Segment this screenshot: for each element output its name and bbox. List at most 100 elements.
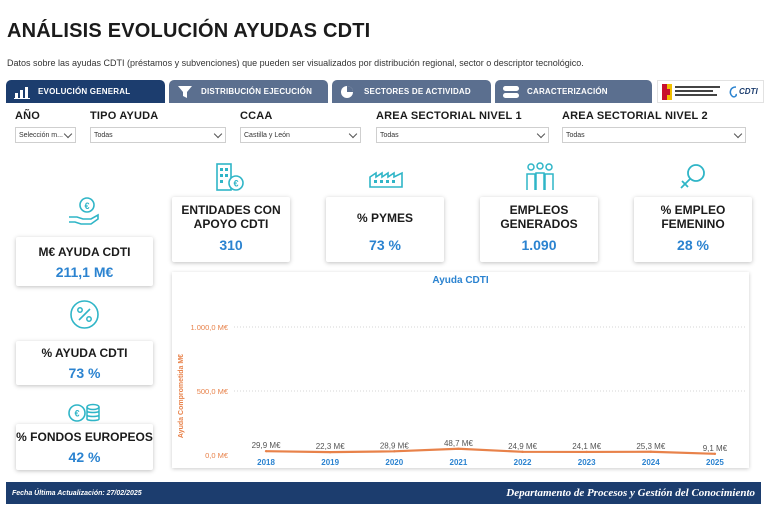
chevron-down-icon [733,129,743,138]
filter-label: AREA SECTORIAL NIVEL 1 [376,110,522,122]
kpi-label: M€ AYUDA CDTI [38,245,131,259]
filter-anio-dropdown[interactable]: Selección m... [15,127,76,143]
kpi-value: 28 % [677,237,709,253]
filter-value: Castilla y León [244,131,290,139]
filter-area-nivel-1: AREA SECTORIAL NIVEL 1 Todas [376,110,549,143]
money-hand-icon: € [69,197,99,225]
pie-chart-icon [341,85,353,98]
tab-sectores-actividad[interactable]: SECTORES DE ACTIVIDAD [332,80,491,103]
filter-value: Selección m... [19,131,63,139]
spain-government-logo [662,83,720,100]
filter-label: TIPO AYUDA [90,110,159,122]
cdti-logo-text: CDTI [739,87,758,96]
filter-label: CCAA [240,110,273,122]
data-label: 25,3 M€ [636,442,665,451]
kpi-label: GENERADOS [500,217,578,231]
data-label: 29,9 M€ [252,441,281,450]
filter-area-nivel-2-dropdown[interactable]: Todas [562,127,746,143]
cdti-logo: CDTI [728,85,758,99]
series-line [266,447,715,455]
data-point [264,449,268,453]
coins-icon: € [68,403,100,422]
kpi-label: APOYO CDTI [193,217,269,231]
x-tick-label: 2025 [706,458,724,467]
data-point [585,450,588,454]
building-icon: € [216,163,244,191]
filter-tipo-ayuda: TIPO AYUDA Todas [90,110,226,143]
factory-icon [369,171,403,188]
data-point [649,450,653,453]
kpi-pct-ayuda-card: % AYUDA CDTI 73 % [16,341,153,385]
tab-evolucion-general[interactable]: EVOLUCIÓN GENERAL [6,80,165,103]
filter-anio: AÑO Selección m... [15,110,76,143]
page-title: ANÁLISIS EVOLUCIÓN AYUDAS CDTI [7,20,371,42]
y-axis-label: Ayuda Comprometida M€ [178,354,185,438]
funnel-icon [178,85,192,98]
y-tick-label: 0,0 M€ [205,451,229,460]
female-symbol-icon [680,164,705,189]
tab-distribucion-ejecucion[interactable]: DISTRIBUCIÓN EJECUCIÓN [169,80,328,103]
tab-bar: EVOLUCIÓN GENERAL DISTRIBUCIÓN EJECUCIÓN… [6,80,766,103]
data-label: 9,1 M€ [703,444,728,453]
filter-value: Todas [94,131,113,139]
data-point [713,452,717,456]
data-point [521,450,524,454]
kpi-value: 1.090 [521,237,557,253]
data-label: 28,9 M€ [380,441,409,450]
chevron-down-icon [63,129,73,138]
data-label: 24,1 M€ [572,442,601,451]
filter-ccaa-dropdown[interactable]: Castilla y León [240,127,361,143]
kpi-entidades-card: ENTIDADES CON APOYO CDTI 310 [172,197,290,262]
chevron-down-icon [213,129,223,138]
kpi-ayuda-card: M€ AYUDA CDTI 211,1 M€ [16,237,153,286]
kpi-value: 73 % [68,365,101,381]
filter-area-nivel-1-dropdown[interactable]: Todas [376,127,549,143]
toggle-icon [503,85,519,98]
x-tick-label: 2023 [578,458,596,467]
tab-label: SECTORES DE ACTIVIDAD [364,87,471,96]
x-tick-label: 2024 [642,458,660,467]
filter-bar: AÑO Selección m... TIPO AYUDA Todas CCAA… [0,110,777,150]
data-point [457,447,460,450]
kpi-value: 310 [219,237,243,253]
kpi-label: % AYUDA CDTI [41,346,128,360]
x-tick-label: 2021 [450,458,468,467]
people-icon [526,162,554,190]
department-name: Departamento de Procesos y Gestión del C… [506,487,755,499]
chevron-down-icon [348,129,358,138]
filter-value: Todas [380,131,399,139]
line-chart: 0,0 M€ 500,0 M€ 1.000,0 M€ Ayuda Comprometi… [178,323,747,467]
kpi-femenino-card: % EMPLEO FEMENINO 28 % [634,197,752,262]
data-label: 24,9 M€ [508,442,537,451]
x-tick-label: 2019 [321,458,339,467]
filter-label: AREA SECTORIAL NIVEL 2 [562,110,708,122]
tab-caracterizacion[interactable]: CARACTERIZACIÓN [495,80,652,103]
svg-text:€: € [233,179,238,189]
x-tick-label: 2020 [385,458,403,467]
data-point [393,450,396,453]
chevron-down-icon [536,129,546,138]
kpi-label: ENTIDADES CON [181,203,281,217]
data-label: 22,3 M€ [316,442,345,451]
kpi-label: % EMPLEO [660,203,726,217]
filter-tipo-ayuda-dropdown[interactable]: Todas [90,127,226,143]
page-subtitle: Datos sobre las ayudas CDTI (préstamos y… [7,58,584,68]
percent-icon [70,300,99,329]
kpi-label: FEMENINO [661,217,725,231]
kpi-label: % FONDOS EUROPEOS [16,430,153,444]
kpi-value: 42 % [68,449,101,465]
tab-label: EVOLUCIÓN GENERAL [38,87,131,96]
svg-text:€: € [84,201,89,211]
x-tick-label: 2018 [257,458,275,467]
kpi-label: % PYMES [356,211,413,225]
filter-value: Todas [566,131,585,139]
y-tick-label: 500,0 M€ [197,387,229,396]
kpi-value: 73 % [369,237,401,253]
kpi-label: EMPLEOS [509,203,569,217]
logos: CDTI [657,80,764,103]
ayuda-chart: Ayuda CDTI 0,0 M€ 500,0 M€ 1.000,0 M€ Ayuda… [172,272,749,468]
data-point [328,450,332,454]
filter-area-nivel-2: AREA SECTORIAL NIVEL 2 Todas [562,110,746,143]
x-tick-label: 2022 [514,458,532,467]
filter-label: AÑO [15,110,41,122]
